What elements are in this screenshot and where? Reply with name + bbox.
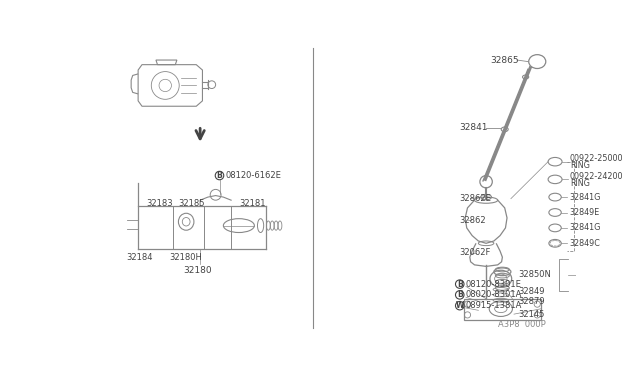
- Bar: [463, 299, 541, 320]
- Text: 00922-25000: 00922-25000: [570, 154, 623, 163]
- Text: 32145: 32145: [518, 310, 544, 319]
- Text: 32185: 32185: [179, 199, 205, 208]
- Text: 32849: 32849: [518, 286, 545, 295]
- Text: 32180H: 32180H: [169, 253, 202, 262]
- Text: RING: RING: [570, 179, 589, 188]
- Text: 08915-1381A: 08915-1381A: [466, 301, 522, 310]
- Text: 32862: 32862: [460, 216, 486, 225]
- Text: 32841G: 32841G: [569, 224, 600, 232]
- Text: 32183: 32183: [146, 199, 173, 208]
- Text: 32062F: 32062F: [460, 248, 491, 257]
- Text: 32862E: 32862E: [460, 194, 492, 203]
- Text: 32180: 32180: [183, 266, 212, 275]
- Text: 32849E: 32849E: [569, 208, 599, 217]
- Text: 32849C: 32849C: [569, 239, 600, 248]
- Text: 32841G: 32841G: [569, 193, 600, 202]
- Text: W: W: [456, 301, 464, 310]
- Text: 32879: 32879: [518, 296, 545, 305]
- Text: B: B: [216, 171, 222, 180]
- Text: 32865: 32865: [491, 55, 520, 64]
- Text: 08120-8301E: 08120-8301E: [466, 280, 522, 289]
- Text: B: B: [457, 280, 463, 289]
- Text: 00922-24200: 00922-24200: [570, 172, 623, 181]
- Text: 32181: 32181: [239, 199, 266, 208]
- Text: A3P8  000P: A3P8 000P: [499, 320, 547, 330]
- Text: 32850N: 32850N: [518, 270, 551, 279]
- Text: RING: RING: [570, 161, 589, 170]
- Text: 08020-8301A: 08020-8301A: [466, 291, 522, 299]
- Text: B: B: [457, 291, 463, 299]
- Text: 08120-6162E: 08120-6162E: [226, 171, 282, 180]
- Text: 32184: 32184: [127, 253, 153, 262]
- Text: 32841: 32841: [460, 123, 488, 132]
